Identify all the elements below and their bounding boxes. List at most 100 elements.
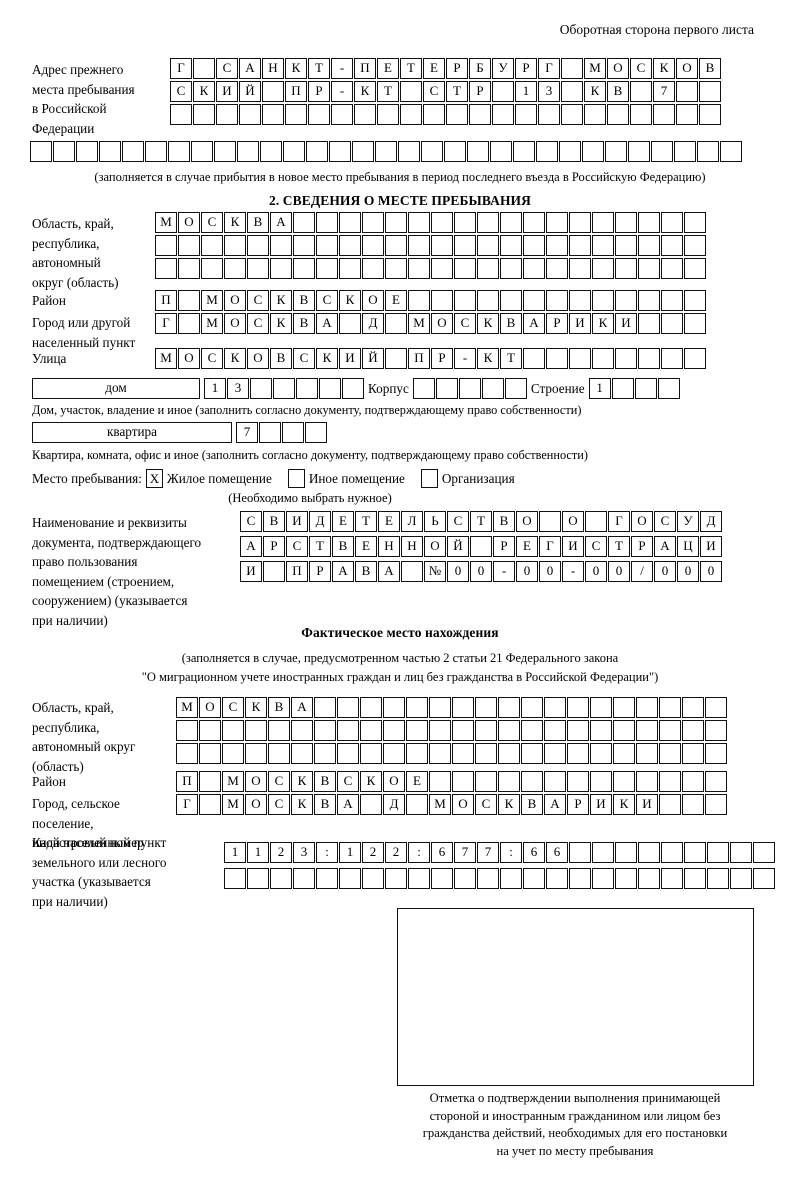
comb-cell[interactable]: 7: [477, 842, 499, 863]
comb-cell[interactable]: В: [521, 794, 543, 815]
comb-cell[interactable]: М: [584, 58, 606, 79]
comb-cell[interactable]: 6: [431, 842, 453, 863]
comb-cell[interactable]: [291, 720, 313, 741]
comb-cell[interactable]: [615, 290, 637, 311]
comb-cells[interactable]: [30, 141, 742, 162]
comb-cell[interactable]: [429, 697, 451, 718]
comb-cell[interactable]: [431, 290, 453, 311]
comb-cell[interactable]: И: [339, 348, 361, 369]
comb-cell[interactable]: [651, 141, 673, 162]
comb-cell[interactable]: [561, 81, 583, 102]
comb-cell[interactable]: [498, 771, 520, 792]
comb-cells[interactable]: И П Р А В А № 0 0-0 0-0 0/0 0 0: [240, 561, 722, 582]
comb-cell[interactable]: 1: [588, 378, 611, 399]
comb-cell[interactable]: М: [201, 290, 223, 311]
comb-cell[interactable]: [76, 141, 98, 162]
comb-cell[interactable]: [720, 141, 742, 162]
comb-cell[interactable]: [408, 868, 430, 889]
comb-cell[interactable]: [582, 141, 604, 162]
comb-cell[interactable]: В: [332, 536, 354, 557]
comb-cell[interactable]: [546, 290, 568, 311]
comb-cell[interactable]: С: [240, 511, 262, 532]
previous-address-row-3[interactable]: [170, 104, 721, 125]
comb-cell[interactable]: А: [544, 794, 566, 815]
comb-cell[interactable]: [314, 720, 336, 741]
comb-cell[interactable]: И: [216, 81, 238, 102]
comb-cells[interactable]: [176, 720, 727, 741]
comb-cell[interactable]: [316, 212, 338, 233]
comb-cell[interactable]: [250, 378, 272, 399]
comb-cell[interactable]: В: [314, 771, 336, 792]
comb-cell[interactable]: П: [155, 290, 177, 311]
comb-cell[interactable]: [699, 104, 721, 125]
comb-cell[interactable]: Д: [309, 511, 331, 532]
comb-cell[interactable]: [408, 258, 430, 279]
comb-cell[interactable]: [316, 235, 338, 256]
comb-cell[interactable]: [521, 743, 543, 764]
comb-cell[interactable]: /: [631, 561, 653, 582]
comb-cell[interactable]: Д: [362, 313, 384, 334]
comb-cell[interactable]: [375, 141, 397, 162]
comb-cell[interactable]: [592, 212, 614, 233]
comb-cell[interactable]: К: [653, 58, 675, 79]
comb-cell[interactable]: [523, 868, 545, 889]
comb-cell[interactable]: [360, 743, 382, 764]
comb-cell[interactable]: [454, 868, 476, 889]
comb-cell[interactable]: П: [286, 561, 308, 582]
comb-cell[interactable]: М: [222, 771, 244, 792]
comb-cell[interactable]: [193, 104, 215, 125]
comb-cell[interactable]: [406, 743, 428, 764]
comb-cell[interactable]: [452, 697, 474, 718]
comb-cell[interactable]: О: [607, 58, 629, 79]
actual-region-row-3[interactable]: [176, 743, 727, 764]
comb-cell[interactable]: [408, 212, 430, 233]
comb-cell[interactable]: [470, 536, 492, 557]
comb-cell[interactable]: И: [700, 536, 722, 557]
comb-cell[interactable]: [452, 771, 474, 792]
comb-cell[interactable]: К: [339, 290, 361, 311]
comb-cell[interactable]: И: [569, 313, 591, 334]
comb-cell[interactable]: Р: [308, 81, 330, 102]
comb-cell[interactable]: [523, 348, 545, 369]
comb-cell[interactable]: [638, 348, 660, 369]
stay-type-checkbox-organization[interactable]: [420, 469, 438, 488]
comb-cell[interactable]: [431, 868, 453, 889]
comb-cell[interactable]: [523, 235, 545, 256]
comb-cell[interactable]: [362, 258, 384, 279]
comb-cell[interactable]: С: [337, 771, 359, 792]
comb-cell[interactable]: Т: [308, 58, 330, 79]
comb-cell[interactable]: -: [331, 81, 353, 102]
comb-cell[interactable]: [659, 697, 681, 718]
comb-cell[interactable]: 2: [362, 842, 384, 863]
comb-cell[interactable]: Н: [378, 536, 400, 557]
comb-cell[interactable]: [429, 720, 451, 741]
comb-cell[interactable]: [569, 868, 591, 889]
comb-cell[interactable]: [523, 258, 545, 279]
comb-cell[interactable]: А: [316, 313, 338, 334]
comb-cells[interactable]: [155, 258, 706, 279]
comb-cell[interactable]: С: [170, 81, 192, 102]
comb-cell[interactable]: Р: [631, 536, 653, 557]
comb-cell[interactable]: А: [239, 58, 261, 79]
comb-cell[interactable]: 3: [227, 378, 249, 399]
comb-cell[interactable]: [638, 235, 660, 256]
comb-cell[interactable]: [569, 842, 591, 863]
comb-cell[interactable]: [245, 743, 267, 764]
comb-cell[interactable]: [611, 378, 634, 399]
comb-cell[interactable]: [385, 235, 407, 256]
comb-cell[interactable]: Д: [700, 511, 722, 532]
comb-cell[interactable]: [567, 720, 589, 741]
comb-cell[interactable]: [657, 378, 680, 399]
comb-cell[interactable]: [383, 720, 405, 741]
comb-cell[interactable]: Л: [401, 511, 423, 532]
comb-cell[interactable]: К: [354, 81, 376, 102]
comb-cell[interactable]: О: [676, 58, 698, 79]
comb-cell[interactable]: 1: [204, 378, 226, 399]
comb-cell[interactable]: [385, 868, 407, 889]
comb-cell[interactable]: [262, 104, 284, 125]
comb-cell[interactable]: Е: [516, 536, 538, 557]
comb-cell[interactable]: [753, 868, 775, 889]
comb-cell[interactable]: А: [654, 536, 676, 557]
